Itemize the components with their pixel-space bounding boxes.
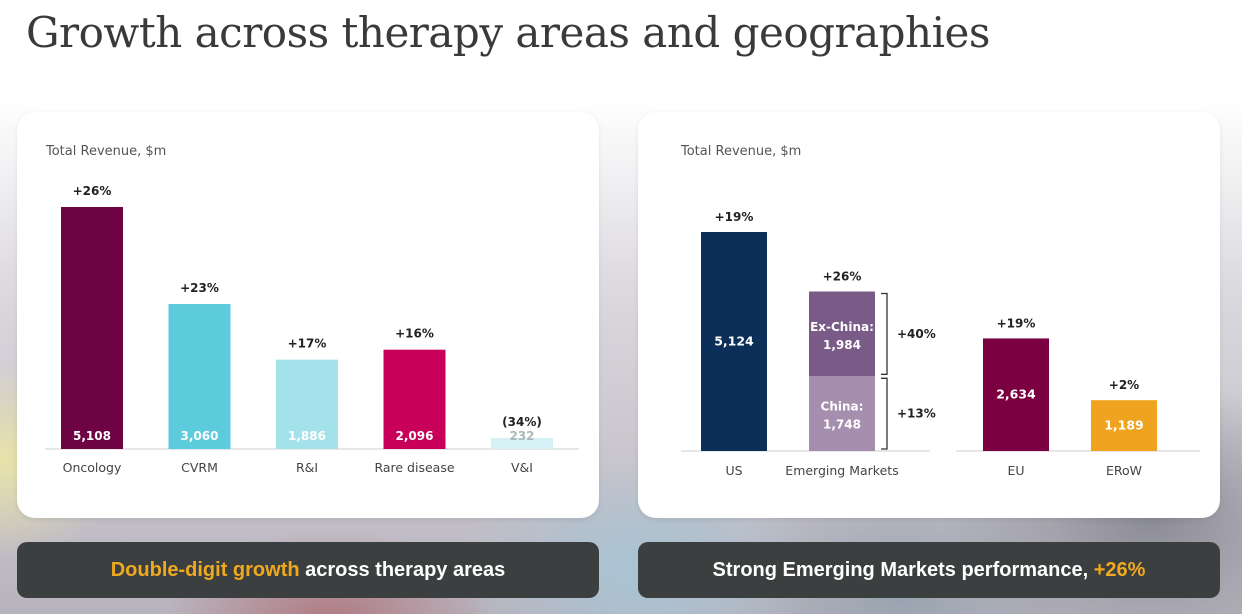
bar-segment-ex-china bbox=[809, 291, 875, 377]
segment-value-china: 1,748 bbox=[823, 418, 861, 432]
growth-label-cvrm: +23% bbox=[180, 281, 219, 295]
banner-highlight: +26% bbox=[1093, 558, 1146, 581]
growth-label-r-i: +17% bbox=[288, 337, 327, 351]
banner-highlight: Double-digit growth bbox=[110, 558, 300, 581]
value-label-v-i: 232 bbox=[509, 429, 534, 443]
geographies-chart: Total Revenue, $m US 5,124 +19% Emerging Mar… bbox=[680, 144, 1200, 478]
growth-label-eu: +19% bbox=[997, 316, 1036, 330]
growth-label-v-i: (34%) bbox=[502, 415, 542, 429]
bar-oncology bbox=[61, 207, 123, 449]
bar-erow bbox=[1091, 400, 1157, 451]
bar-cvrm bbox=[168, 304, 231, 449]
therapy-areas-panel: Total Revenue, $m 5,108 +26% Oncology 3,060 +… bbox=[17, 112, 599, 518]
bar-segment-china bbox=[809, 376, 875, 451]
growth-label-emerging-markets: +26% bbox=[823, 269, 862, 283]
segment-value-ex-china: 1,984 bbox=[823, 338, 861, 352]
bracket-china bbox=[881, 377, 888, 450]
segment-label-ex-china: Ex-China: bbox=[810, 320, 874, 334]
category-label-v-i: V&I bbox=[511, 460, 533, 475]
banner-text: across therapy areas bbox=[299, 558, 506, 581]
category-label-emerging-markets: Emerging Markets bbox=[785, 463, 898, 478]
bar-v-i bbox=[491, 438, 553, 449]
geographies-panel: Total Revenue, $m US 5,124 +19% Emerging Mar… bbox=[638, 112, 1220, 518]
growth-label-oncology: +26% bbox=[73, 184, 112, 198]
bracket-ex-china bbox=[881, 292, 888, 375]
segment-growth-ex-china: +40% bbox=[897, 327, 936, 341]
category-label-r-i: R&I bbox=[296, 460, 318, 475]
category-label-erow: ERoW bbox=[1106, 463, 1142, 478]
category-label-cvrm: CVRM bbox=[181, 460, 218, 475]
value-label-cvrm: 3,060 bbox=[181, 429, 219, 443]
bar-us bbox=[701, 232, 767, 451]
value-label-us: 5,124 bbox=[714, 334, 754, 349]
growth-label-erow: +2% bbox=[1109, 378, 1139, 392]
banner-text: Strong Emerging Markets performance, bbox=[712, 558, 1094, 581]
bar-rare-disease bbox=[383, 349, 446, 449]
value-label-oncology: 5,108 bbox=[73, 429, 111, 443]
value-label-rare-disease: 2,096 bbox=[396, 429, 434, 443]
value-label-r-i: 1,886 bbox=[288, 429, 326, 443]
chart-title: Total Revenue, $m bbox=[680, 144, 801, 159]
growth-label-rare-disease: +16% bbox=[395, 327, 434, 341]
chart-title: Total Revenue, $m bbox=[45, 144, 166, 159]
category-label-oncology: Oncology bbox=[63, 460, 122, 475]
bar-r-i bbox=[276, 359, 338, 449]
bar-eu bbox=[983, 338, 1049, 451]
growth-label-us: +19% bbox=[715, 210, 754, 224]
geographies-banner: Strong Emerging Markets performance, +26… bbox=[638, 542, 1220, 598]
page-title: Growth across therapy areas and geograph… bbox=[26, 8, 990, 57]
therapy-areas-chart: Total Revenue, $m 5,108 +26% Oncology 3,060 +… bbox=[45, 144, 579, 475]
category-label-us: US bbox=[725, 463, 742, 478]
category-label-rare-disease: Rare disease bbox=[374, 460, 454, 475]
category-label-eu: EU bbox=[1007, 463, 1024, 478]
therapy-areas-banner: Double-digit growth across therapy areas bbox=[17, 542, 599, 598]
segment-label-china: China: bbox=[821, 400, 864, 414]
value-label-eu: 2,634 bbox=[996, 387, 1036, 402]
value-label-erow: 1,189 bbox=[1104, 418, 1144, 433]
segment-growth-china: +13% bbox=[897, 407, 936, 421]
